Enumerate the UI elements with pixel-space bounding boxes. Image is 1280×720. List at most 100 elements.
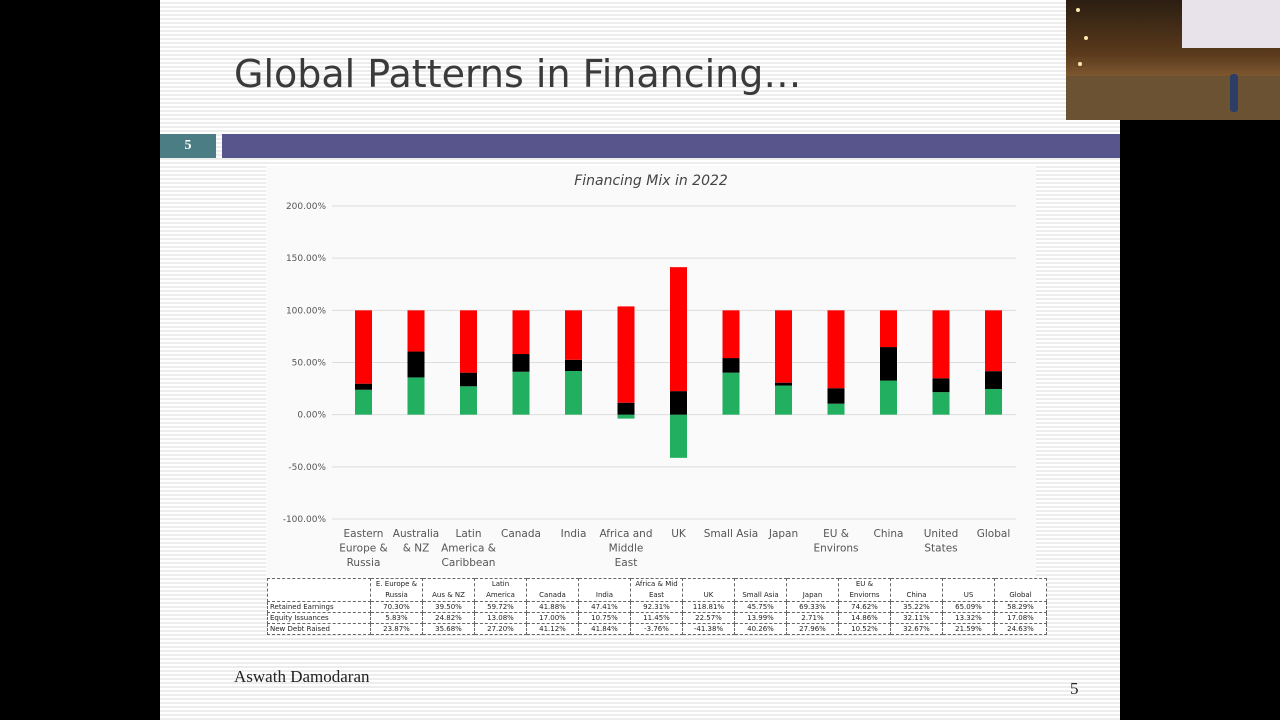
bar-retained-earnings [407, 310, 425, 352]
x-tick-label: India [561, 528, 587, 540]
table-column-header: Small Asia [734, 578, 787, 602]
bar-equity-issuances [670, 391, 687, 415]
bar-new-debt-raised [565, 371, 582, 415]
table-cell: 47.41% [578, 601, 631, 613]
x-tick-label: Canada [501, 528, 541, 540]
bar-new-debt-raised [827, 403, 845, 415]
camera-light [1076, 8, 1080, 12]
table-cell: 35.22% [890, 601, 943, 613]
table-cell: 35.68% [422, 623, 475, 635]
table-cell: 17.00% [526, 612, 579, 624]
bar-equity-issuances [460, 372, 477, 387]
x-tick-label: Eastern [344, 528, 384, 540]
bar-retained-earnings [722, 310, 740, 359]
table-cell: 13.32% [942, 612, 995, 624]
footer-author: Aswath Damodaran [234, 667, 370, 686]
slide-number-box: 5 [160, 134, 216, 158]
bar-retained-earnings [617, 306, 635, 403]
footer-page-number: 5 [1070, 679, 1079, 698]
table-cell: 118.81% [682, 601, 735, 613]
x-tick-label: United [924, 528, 959, 540]
table-column-header: Latin America [474, 578, 527, 602]
chart-title: Financing Mix in 2022 [574, 173, 728, 189]
table-cell: 39.50% [422, 601, 475, 613]
x-tick-label: Russia [347, 557, 381, 569]
table-column-header: Global [994, 578, 1047, 602]
camera-light [1078, 62, 1082, 66]
bar-retained-earnings [565, 310, 582, 360]
x-tick-label: Global [977, 528, 1011, 540]
table-column-header-line: India [595, 591, 614, 599]
table-column-header: Aus & NZ [422, 578, 475, 602]
data-table: E. Europe & Russia Aus & NZ Latin America Can… [267, 578, 1047, 635]
table-cell: 92.31% [630, 601, 683, 613]
y-tick-label: 100.00% [286, 306, 326, 316]
table-column-header: E. Europe & Russia [370, 578, 423, 602]
bar-new-debt-raised [617, 414, 635, 419]
table-cell: 10.75% [578, 612, 631, 624]
table-column-header-line: East [648, 591, 665, 599]
bar-retained-earnings [985, 310, 1002, 372]
table-cell: 32.11% [890, 612, 943, 624]
table-cell: 10.52% [838, 623, 891, 635]
chart-area: 200.00% 150.00% 100.00% 50.00% 0.00% -50.00% -… [266, 166, 1036, 576]
table-cell: 5.83% [370, 612, 423, 624]
x-tick-label: States [924, 543, 957, 555]
table-column-header: China [890, 578, 943, 602]
table-cell: 13.99% [734, 612, 787, 624]
bar-equity-issuances [775, 382, 792, 386]
table-row-label: Retained Earnings [267, 601, 371, 613]
table-column-header-line: E. Europe & [375, 580, 418, 588]
table-column-header: India [578, 578, 631, 602]
bar-equity-issuances [355, 383, 372, 390]
bar-equity-issuances [617, 402, 635, 415]
table-cell: 74.62% [838, 601, 891, 613]
table-cell: 41.84% [578, 623, 631, 635]
camera-stage [1066, 76, 1280, 120]
table-column-header-line: Latin [491, 580, 510, 588]
table-column-header-line: US [963, 591, 974, 599]
bar-equity-issuances [565, 359, 582, 372]
table-column-header: Japan [786, 578, 839, 602]
table-column-header-line: Canada [539, 591, 566, 599]
bar-new-debt-raised [722, 372, 740, 415]
table-cell: 21.59% [942, 623, 995, 635]
stacked-bar-chart: 200.00% 150.00% 100.00% 50.00% 0.00% -50.00% -… [283, 202, 1016, 569]
bar-retained-earnings [827, 310, 845, 389]
bar-equity-issuances [407, 351, 425, 378]
x-tick-label: East [615, 557, 638, 569]
table-column-header-line: UK [703, 591, 714, 599]
x-tick-label: Latin [456, 528, 482, 540]
camera-speaker [1230, 74, 1238, 112]
table-cell: 45.75% [734, 601, 787, 613]
table-cell: 59.72% [474, 601, 527, 613]
y-tick-label: -50.00% [288, 463, 326, 473]
x-tick-label: & NZ [403, 543, 430, 555]
table-column-header-line: Global [1009, 591, 1032, 599]
y-tick-label: 50.00% [292, 359, 327, 369]
x-tick-label: Small Asia [704, 528, 759, 540]
table-column-header: Canada [526, 578, 579, 602]
table-column-header-line: Japan [802, 591, 823, 599]
table-cell: 24.63% [994, 623, 1047, 635]
bar-retained-earnings [460, 310, 477, 373]
bar-equity-issuances [880, 347, 897, 381]
bar-new-debt-raised [985, 388, 1002, 415]
x-tick-label: Middle [609, 543, 644, 555]
camera-screen [1182, 0, 1280, 48]
bar-new-debt-raised [932, 392, 950, 415]
x-tick-label: China [874, 528, 904, 540]
table-column-header: EU & Enviorns [838, 578, 891, 602]
table-column-header-line: EU & [855, 580, 874, 588]
table-cell: 40.26% [734, 623, 787, 635]
camera-inset [1066, 0, 1280, 120]
table-cell: 70.30% [370, 601, 423, 613]
bar-new-debt-raised [512, 371, 530, 415]
table-corner-cell [267, 578, 371, 602]
table-row-label: Equity Issuances [267, 612, 371, 624]
x-tick-label: EU & [823, 528, 849, 540]
y-tick-label: 0.00% [297, 411, 326, 421]
table-header-row: E. Europe & Russia Aus & NZ Latin America Can… [267, 578, 1047, 602]
table-cell: 41.12% [526, 623, 579, 635]
table-cell: 23.87% [370, 623, 423, 635]
